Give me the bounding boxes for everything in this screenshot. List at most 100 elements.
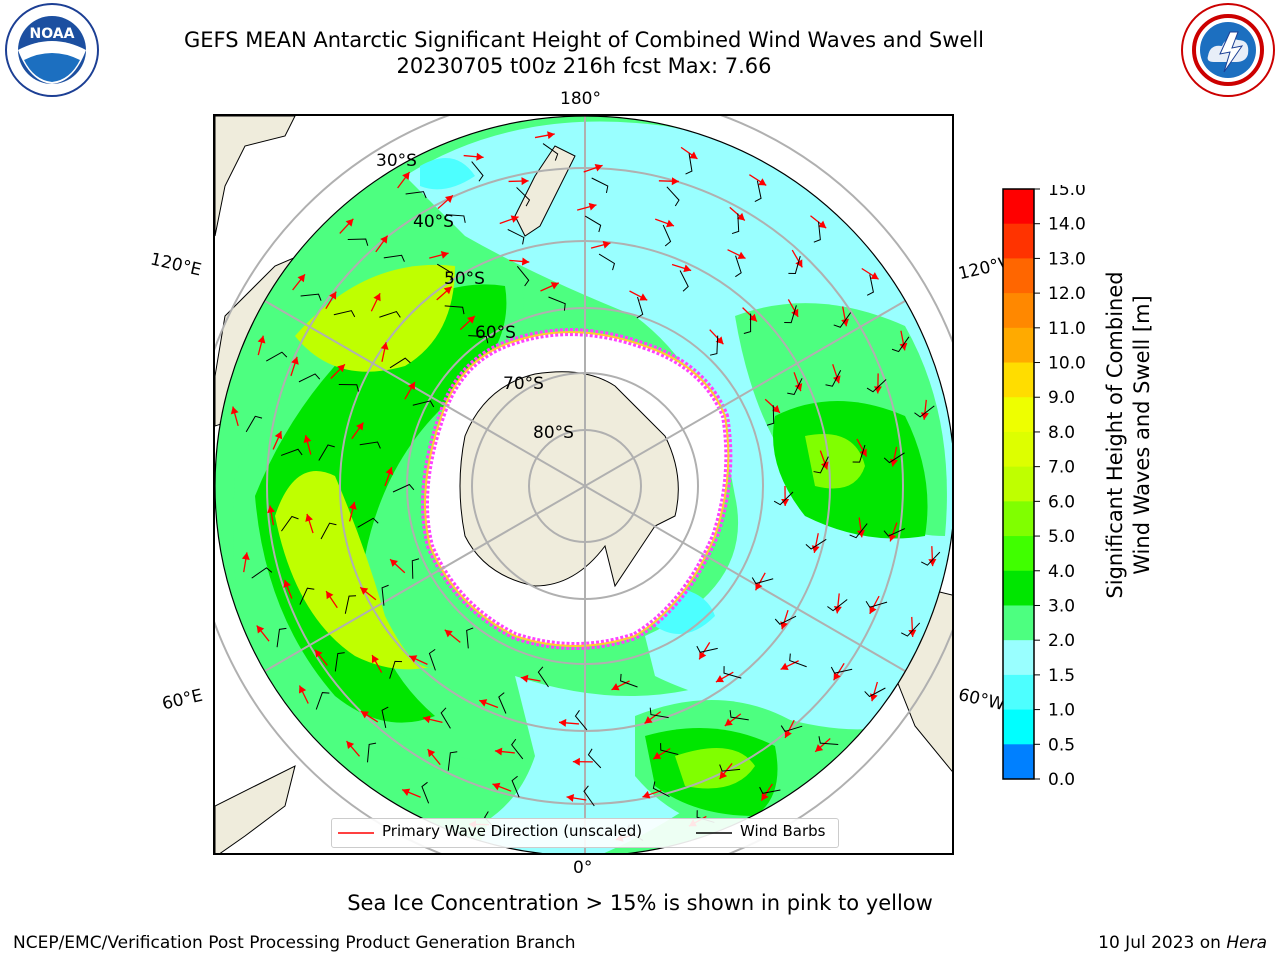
wave-arrowhead	[859, 448, 867, 457]
wave-arrowhead	[594, 163, 603, 172]
wind-barb	[421, 781, 430, 804]
lon-label-180: 180°	[560, 89, 601, 109]
wind-barb	[735, 255, 742, 278]
colorbar-swatch	[1003, 709, 1034, 745]
wind-barb	[389, 660, 403, 679]
wind-barb	[444, 305, 465, 315]
wave-arrowhead	[683, 264, 692, 273]
wave-arrowhead	[550, 282, 559, 290]
wind-barb	[729, 710, 749, 721]
wind-barb	[392, 483, 415, 493]
wave-arrowhead	[588, 202, 597, 211]
wave-arrowhead	[639, 293, 648, 301]
wind-barb	[347, 238, 369, 246]
wind-barb	[849, 523, 868, 539]
wind-barb	[780, 725, 803, 733]
wave-arrowhead	[476, 152, 484, 161]
colorbar-tick-label: 3.0	[1048, 596, 1075, 616]
wind-barb	[266, 351, 288, 362]
wind-barb	[751, 577, 774, 585]
wind-barb	[299, 587, 315, 605]
colorbar-swatch	[1003, 189, 1034, 225]
wave-arrowhead	[443, 286, 452, 295]
wave-arrowhead	[833, 672, 841, 681]
wind-barb	[759, 786, 781, 794]
colorbar-swatch	[1003, 466, 1034, 502]
wind-barb	[766, 405, 775, 426]
wind-barb	[511, 738, 524, 760]
wave-arrowhead	[869, 605, 877, 614]
wind-barb	[774, 615, 797, 625]
wind-barb	[813, 456, 829, 474]
wave-arrowhead	[298, 685, 307, 694]
wave-arrowhead	[870, 272, 879, 280]
colorbar-tick-label: 8.0	[1048, 423, 1075, 443]
wave-arrowhead	[427, 749, 436, 758]
wave-arrowhead	[510, 215, 519, 223]
wind-barb	[883, 528, 906, 537]
wind-barb	[548, 296, 566, 311]
wind-barb	[447, 751, 458, 771]
wind-barb	[584, 215, 602, 233]
sea-ice-note: Sea Ice Concentration > 15% is shown in …	[347, 891, 933, 915]
legend-wave-label: Primary Wave Direction (unscaled)	[382, 822, 643, 840]
wave-arrowhead	[467, 315, 475, 324]
wind-barb	[696, 645, 718, 653]
wave-arrowhead	[572, 757, 580, 766]
wave-arrowhead	[360, 711, 369, 719]
wind-barb	[574, 710, 588, 731]
wind-barb	[900, 622, 921, 637]
wind-barb	[652, 781, 670, 798]
wave-arrowhead	[360, 587, 369, 595]
wind-barb	[507, 229, 525, 245]
colorbar-swatch	[1003, 397, 1034, 433]
colorbar-swatch	[1003, 605, 1034, 641]
wind-barb	[679, 270, 689, 292]
colorbar-tick-label: 6.0	[1048, 492, 1075, 512]
wind-barb	[281, 515, 299, 532]
wave-arrowhead	[689, 151, 698, 159]
wave-arrowhead	[715, 675, 724, 683]
wave-arrowhead	[303, 435, 312, 443]
wind-barbs	[245, 143, 941, 841]
wind-barb	[620, 673, 638, 688]
legend-barb-swatch	[696, 832, 732, 834]
wind-barb	[338, 384, 360, 392]
wind-barb	[784, 305, 797, 324]
wind-barb	[542, 143, 559, 161]
wind-barb	[445, 214, 466, 223]
wind-barb	[428, 648, 436, 671]
lat-label-80s: 80°S	[533, 423, 574, 443]
wave-arrowhead	[761, 792, 769, 801]
colorbar-tick-label: 4.0	[1048, 562, 1075, 582]
wave-arrowhead	[928, 558, 937, 567]
colorbar-tick-label: 0.5	[1048, 735, 1075, 755]
lon-label-0: 0°	[573, 858, 593, 878]
wave-arrowhead	[230, 406, 239, 415]
wave-arrowhead	[256, 625, 265, 634]
wind-barb	[731, 213, 740, 235]
wave-direction-arrows	[230, 131, 937, 842]
colorbar-title: Significant Height of Combined Wind Wave…	[1103, 271, 1154, 598]
wave-arrowhead	[758, 178, 767, 186]
wind-barb	[300, 293, 322, 301]
land-australia-ne	[215, 116, 296, 237]
wave-arrowhead	[373, 293, 381, 302]
colorbar-tick-label: 10.0	[1048, 354, 1086, 374]
colorbar-tick-label: 13.0	[1048, 249, 1086, 269]
wind-barb	[405, 191, 427, 199]
colorbar-swatch	[1003, 327, 1034, 364]
wave-arrowhead	[653, 751, 662, 760]
colorbar-swatch	[1003, 362, 1034, 398]
land-africa	[215, 765, 296, 853]
wave-arrowhead	[794, 383, 803, 392]
wave-arrowhead	[719, 771, 728, 780]
wind-barb	[833, 312, 852, 328]
wind-barb	[381, 584, 389, 606]
wave-arrowhead	[305, 513, 313, 522]
map-panel	[213, 114, 954, 855]
wind-barb	[436, 263, 454, 281]
wave-arrowhead	[873, 386, 882, 394]
wind-barb	[516, 266, 530, 287]
legend-wave-swatch	[338, 832, 374, 834]
